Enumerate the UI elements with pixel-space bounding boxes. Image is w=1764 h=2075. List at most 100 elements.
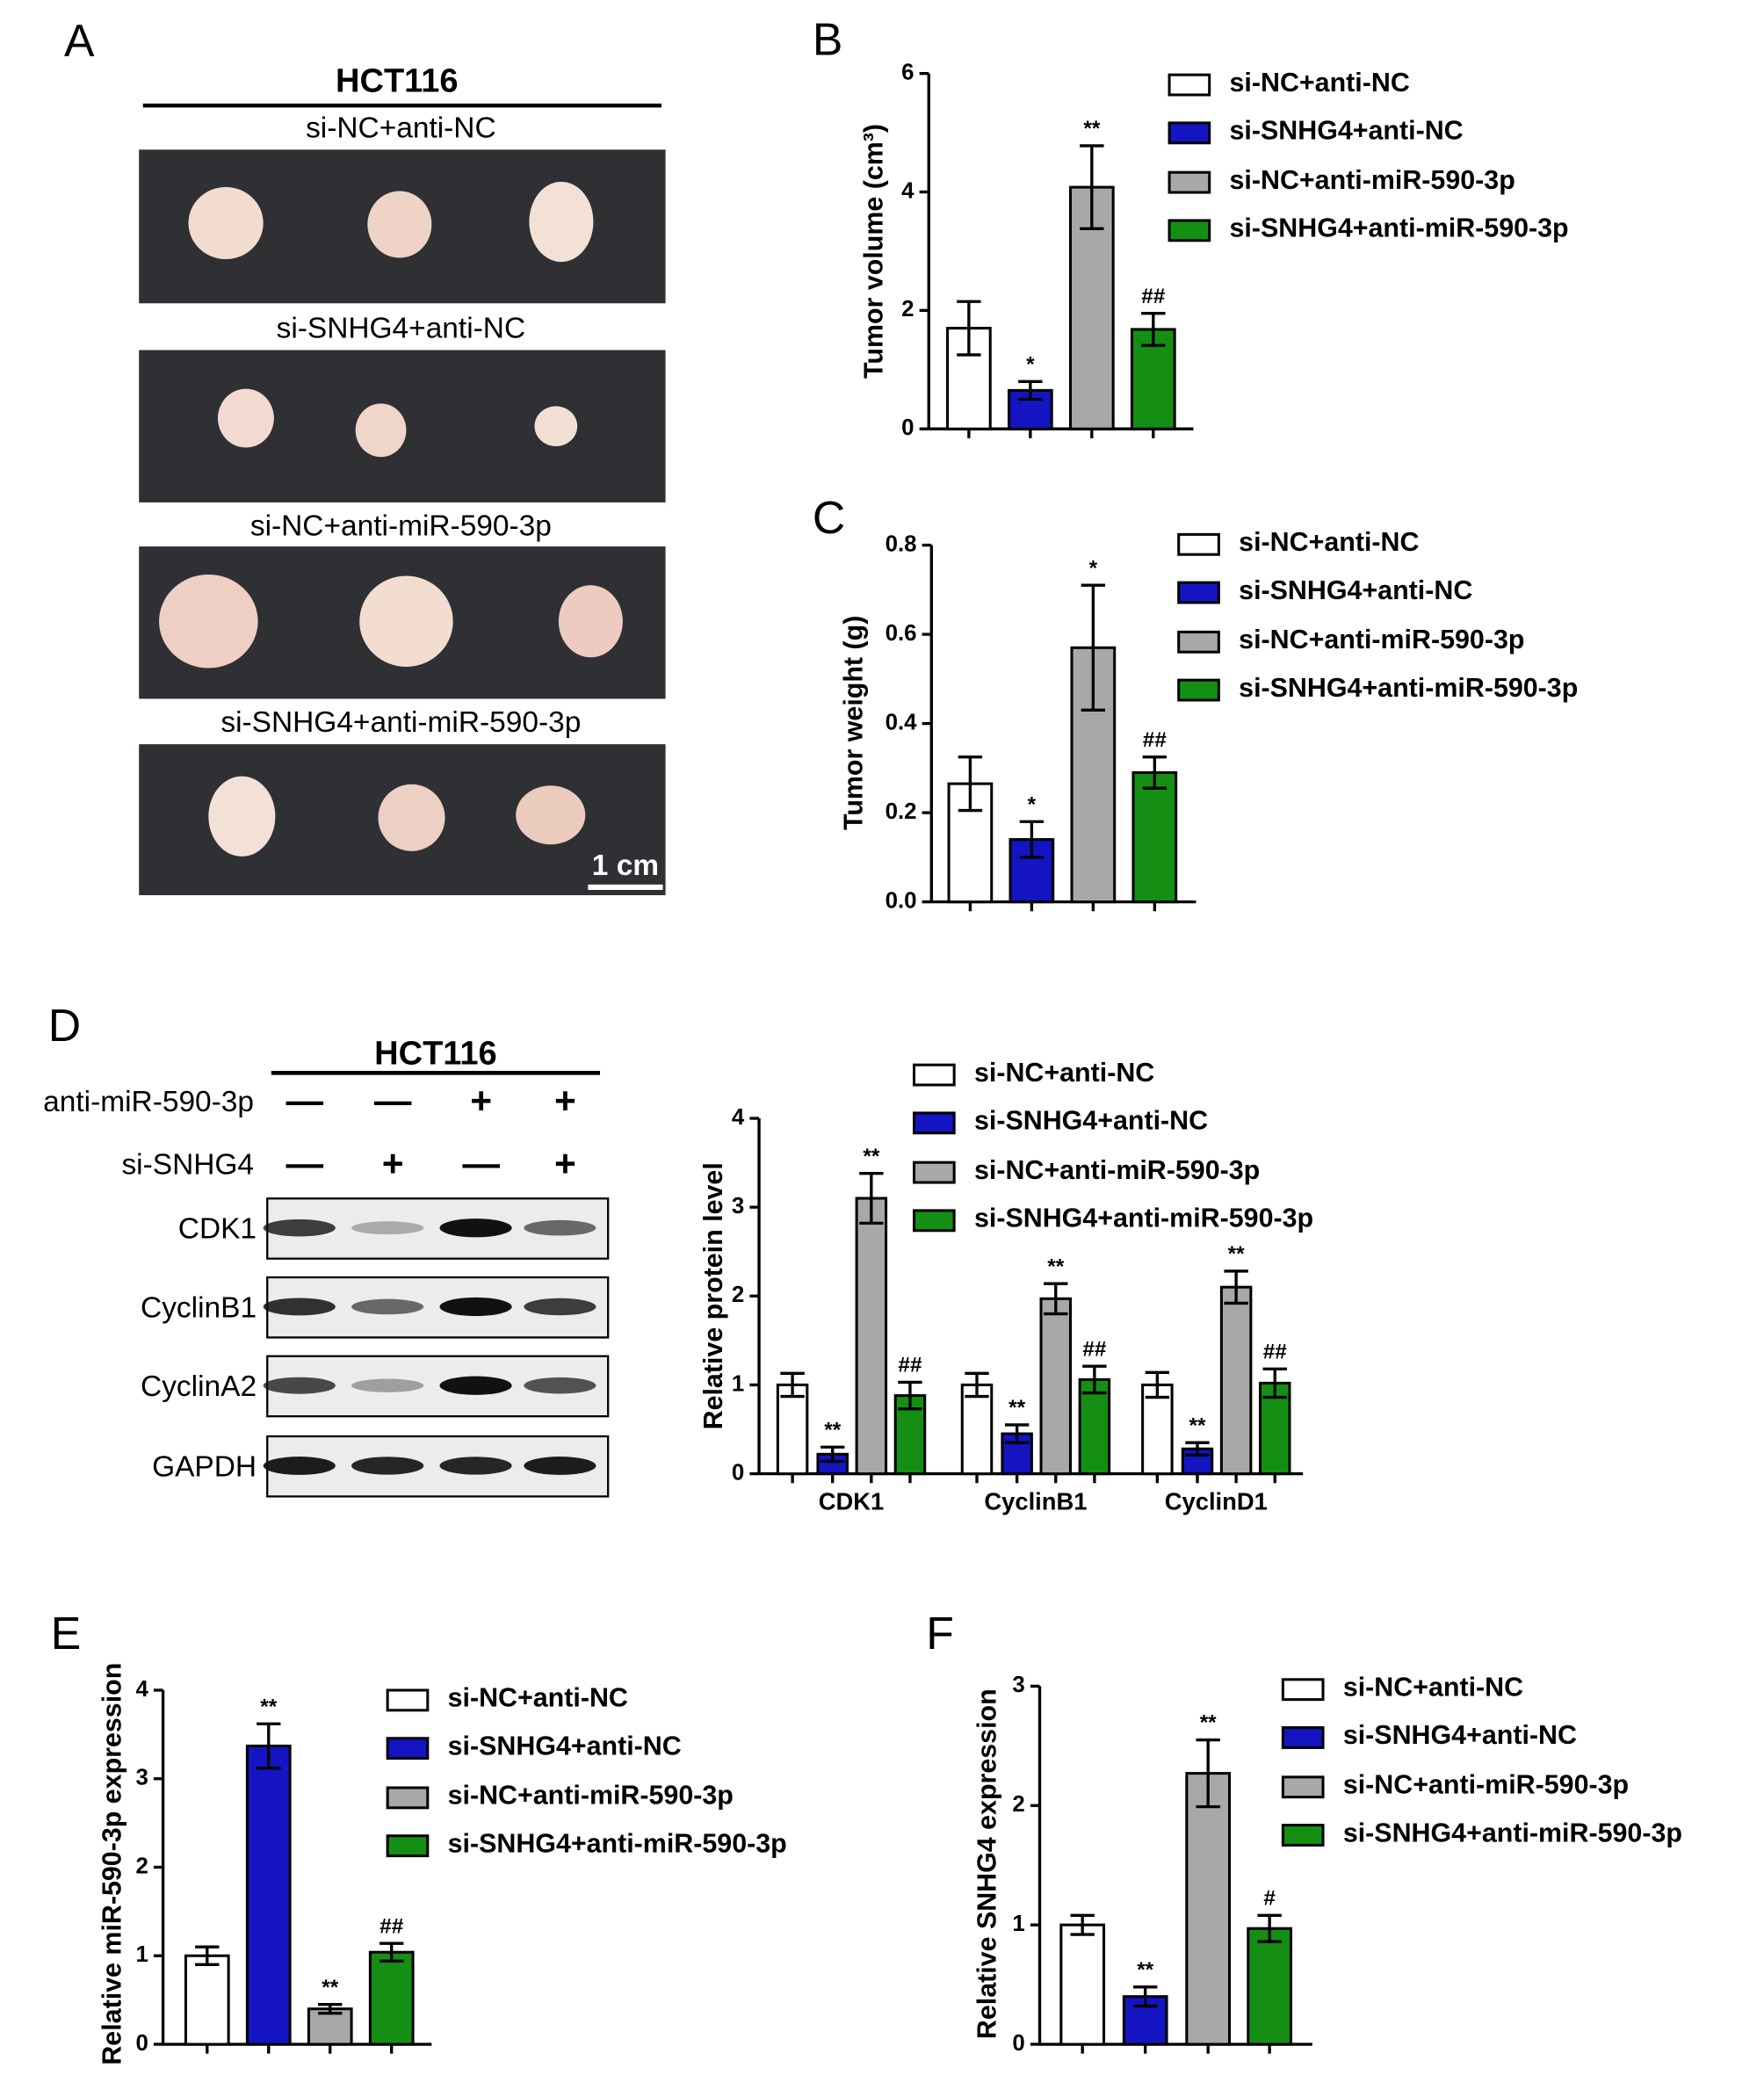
legend-label: si-NC+anti-miR-590-3p [1343,1770,1629,1800]
y-axis-label: Relative protein level [698,1162,728,1429]
y-tick-label: 0 [732,1460,744,1485]
significance-label: ** [1200,1711,1217,1735]
significance-label: ** [1137,1958,1153,1982]
y-tick-label: 1 [732,1371,744,1396]
band [524,1457,596,1475]
legend-label: si-SNHG4+anti-NC [1343,1720,1577,1750]
significance-label: ** [322,1976,338,1999]
tumor [359,575,453,667]
legend-swatch [1177,630,1220,654]
legend-swatch [912,1111,956,1135]
legend-swatch [1281,1726,1325,1749]
band [439,1297,512,1317]
tumor [367,191,432,258]
band [351,1298,424,1315]
group-label: si-SNHG4+anti-miR-590-3p [220,706,581,739]
legend-label: si-SNHG4+anti-NC [1230,116,1464,146]
y-tick-label: 3 [1012,1673,1024,1697]
significance-label: ## [1263,1340,1288,1363]
legend-label: si-SNHG4+anti-miR-590-3p [1343,1818,1682,1847]
panel-label: E [51,1608,82,1659]
group-label: si-SNHG4+anti-NC [277,313,526,345]
significance-label: * [1028,792,1037,816]
condition-sign: — [374,1081,412,1123]
x-tick-label: CyclinB1 [984,1487,1087,1515]
y-axis-label: Tumor volume (cm³) [858,124,888,379]
charts: B Tumor volume (cm³) 0 2 4 6 si-NC+anti-NC * si-… [51,13,1682,2064]
legend-label: si-SNHG4+anti-miR-590-3p [974,1204,1313,1233]
significance-label: ## [898,1354,922,1377]
condition-sign: + [554,1143,576,1185]
legend-swatch [1168,121,1211,145]
legend-swatch [912,1063,956,1087]
band [524,1377,596,1394]
condition-sign: — [462,1143,500,1185]
x-tick-label: CDK1 [819,1487,885,1515]
chart: Relative protein level 0 1 2 3 4 CDK1 CyclinB1 C… [698,1058,1313,1515]
y-tick-label: 2 [901,297,914,322]
y-tick-label: 1 [135,1942,148,1967]
legend-label: si-NC+anti-NC [1230,68,1410,98]
legend-swatch [1281,1678,1325,1702]
legend-swatch [386,1737,430,1760]
panel-label: B [813,13,843,64]
bar [855,1197,888,1476]
bar [960,1383,994,1476]
tumor [159,574,258,669]
legend-swatch [1168,170,1211,194]
legend-swatch [912,1160,956,1184]
bar [1247,1927,1293,2046]
protein-label: CyclinB1 [141,1291,257,1324]
protein-label: CDK1 [178,1213,257,1246]
y-tick-label: 6 [901,60,914,84]
y-tick-label: 4 [732,1105,745,1130]
panel-label: F [926,1608,954,1659]
legend-swatch [386,1834,430,1858]
legend-label: si-NC+anti-miR-590-3p [1239,625,1524,654]
panel-title: HCT116 [374,1036,496,1073]
tumor [516,785,586,845]
band [351,1221,424,1235]
legend-label: si-SNHG4+anti-miR-590-3p [1230,213,1569,243]
significance-label: ## [1141,285,1166,308]
legend-swatch [386,1786,430,1810]
chart: F Relative SNHG4 expression 0 1 2 3 si-NC+anti… [926,1608,1682,2056]
y-tick-label: 4 [901,178,915,203]
condition-sign: — [286,1143,324,1185]
bar [1131,770,1178,904]
bar [1039,1297,1073,1476]
y-tick-label: 0.8 [886,531,917,556]
y-tick-label: 0.4 [886,710,918,734]
group-label: si-NC+anti-NC [306,112,496,144]
y-tick-label: 2 [732,1283,744,1307]
tumor [208,776,276,857]
condition-sign: + [554,1081,576,1123]
legend-label: si-SNHG4+anti-NC [974,1106,1208,1136]
band [263,1457,336,1475]
band [351,1457,424,1475]
legend-swatch [1281,1775,1325,1799]
tumor [217,388,274,448]
bar [776,1383,809,1476]
chart: C Tumor weight (g) 0.0 0.2 0.4 0.6 0.8 si-NC+an… [813,492,1578,914]
condition-label: si-SNHG4 [121,1149,254,1182]
legend-swatch [1177,678,1220,702]
panel-label: D [48,1000,81,1051]
y-tick-label: 0.6 [886,621,917,646]
bar [245,1744,292,2046]
scale-bar-label: 1 cm [592,850,659,882]
significance-label: ** [1047,1254,1064,1278]
band [524,1219,596,1236]
significance-label: * [1026,352,1035,376]
panel-label: C [813,492,845,543]
legend-swatch [912,1209,956,1233]
y-tick-label: 0.2 [886,799,917,824]
tumor [378,784,445,851]
y-axis-label: Relative SNHG4 expression [972,1688,1002,2039]
y-tick-label: 0 [901,416,914,440]
y-axis-label: Tumor weight (g) [839,616,869,830]
protein-label: CyclinA2 [141,1370,257,1403]
band [263,1298,336,1316]
condition-sign: — [286,1081,324,1123]
